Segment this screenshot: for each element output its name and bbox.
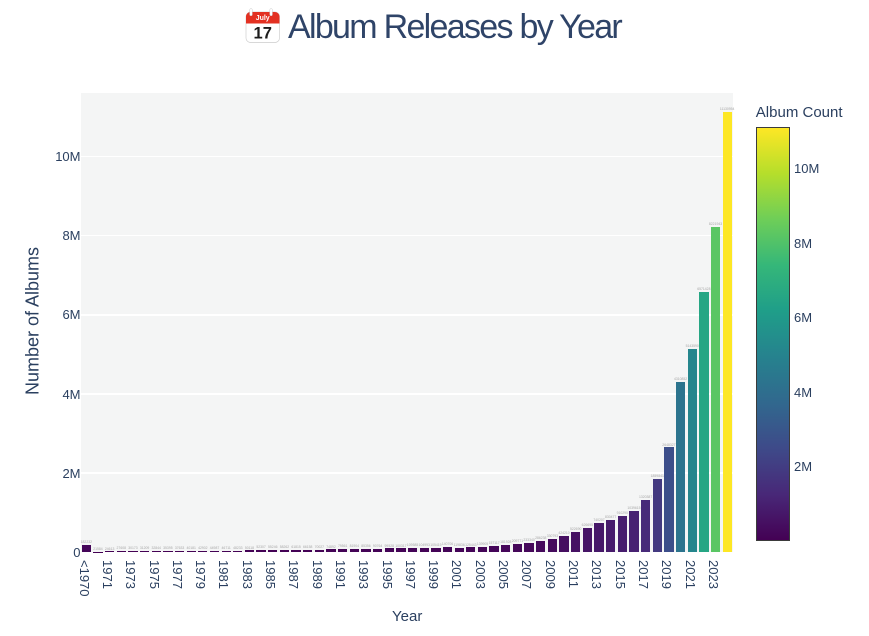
svg-text:17: 17 <box>254 24 272 42</box>
svg-text:July: July <box>256 15 270 22</box>
